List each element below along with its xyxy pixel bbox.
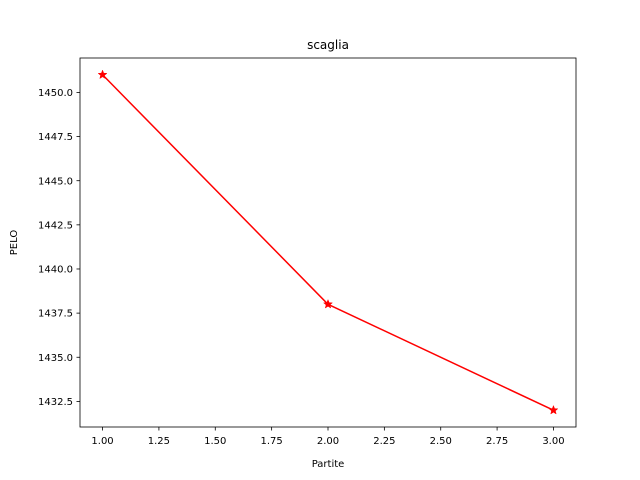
x-tick-label: 2.00 xyxy=(317,436,339,447)
y-tick-label: 1432.5 xyxy=(38,397,73,408)
plot-frame xyxy=(79,57,577,428)
y-tick-label: 1450.0 xyxy=(38,88,73,99)
x-axis-title: Partite xyxy=(312,459,345,470)
x-tick-label: 1.00 xyxy=(91,436,113,447)
star-marker xyxy=(548,404,559,415)
x-axis-ticks: 1.00 1.25 1.50 1.75 2.00 2.25 2.50 2.75 3.00 xyxy=(91,427,565,447)
y-tick-label: 1445.0 xyxy=(38,176,73,187)
y-tick-label: 1442.5 xyxy=(38,220,73,231)
x-tick-label: 1.75 xyxy=(261,436,283,447)
x-tick-label: 1.50 xyxy=(204,436,226,447)
star-marker xyxy=(97,69,108,80)
star-marker xyxy=(322,299,334,309)
y-axis-title: PELO xyxy=(9,230,20,256)
x-tick-label: 2.75 xyxy=(486,436,508,447)
x-tick-label: 1.25 xyxy=(148,436,170,447)
x-tick-label: 3.00 xyxy=(542,436,564,447)
y-axis-ticks: 1432.5 1435.0 1437.5 1440.0 1442.5 1445.0 1447… xyxy=(38,88,80,408)
chart-title: scaglia xyxy=(307,38,349,52)
series-layer xyxy=(97,69,559,415)
y-tick-label: 1440.0 xyxy=(38,265,73,276)
x-tick-label: 2.25 xyxy=(373,436,395,447)
y-tick-label: 1447.5 xyxy=(38,132,73,143)
x-tick-label: 2.50 xyxy=(430,436,452,447)
y-tick-label: 1437.5 xyxy=(38,309,73,320)
y-tick-label: 1435.0 xyxy=(38,353,73,364)
